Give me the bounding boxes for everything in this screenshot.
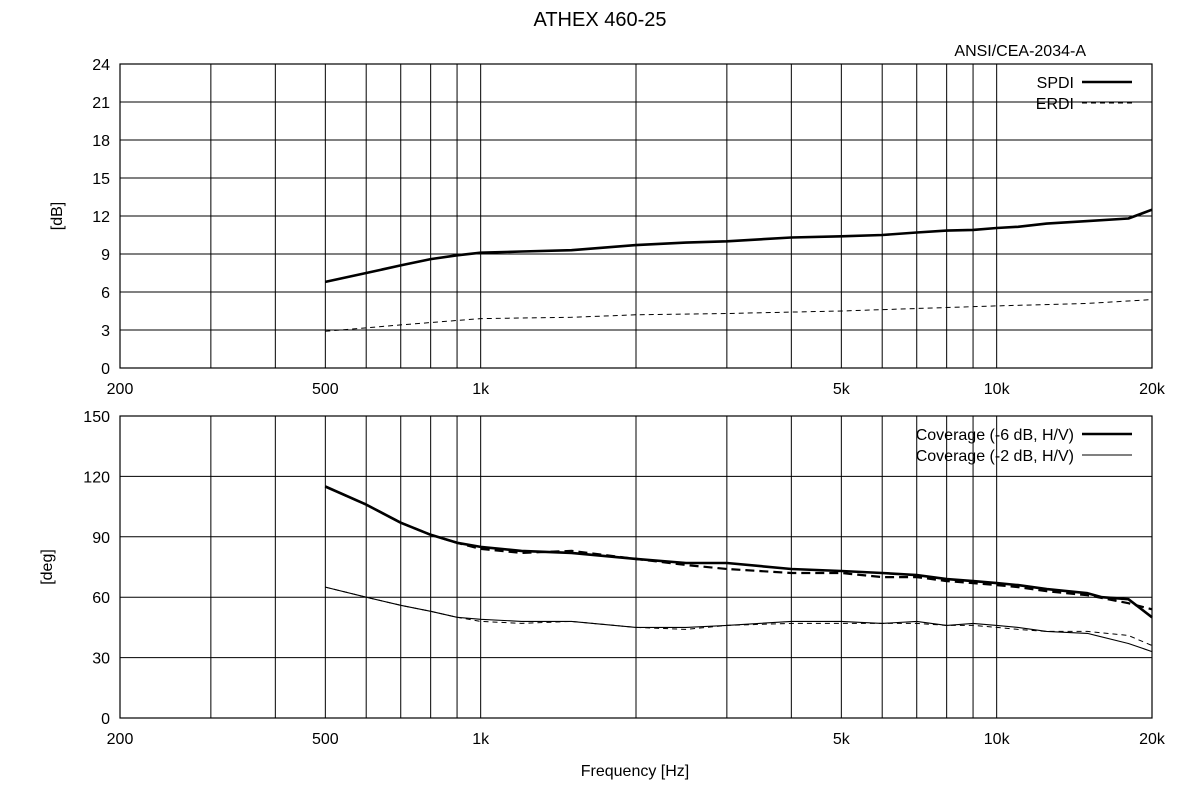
- legend: Coverage (-6 dB, H/V) Coverage (-2 dB, H/…: [916, 427, 1132, 465]
- y-tick-label: 18: [92, 133, 110, 150]
- y-tick-label: 24: [92, 57, 110, 74]
- legend-label: Coverage (-2 dB, H/V): [916, 448, 1074, 465]
- y-tick-label: 90: [92, 530, 110, 547]
- legend-label: ERDI: [1036, 96, 1074, 113]
- y-tick-label: 9: [101, 247, 110, 264]
- legend-label: SPDI: [1037, 75, 1074, 92]
- x-tick-label: 20k: [1139, 381, 1166, 398]
- legend: SPDI ERDI: [1036, 75, 1132, 113]
- di-chart-panel: 0 3 6 9 12 15 18 21 24 200 500 1k 5k 10k 20k [dB] ANSI/C…: [49, 43, 1166, 398]
- y-axis-label: [dB]: [49, 202, 66, 230]
- x-tick-label: 500: [312, 731, 339, 748]
- legend-label: Coverage (-6 dB, H/V): [916, 427, 1074, 444]
- y-tick-label: 15: [92, 171, 110, 188]
- y-tick-label: 0: [101, 361, 110, 378]
- y-tick-label: 0: [101, 711, 110, 728]
- plot-frame: [119, 63, 1153, 369]
- grid: [120, 63, 1152, 369]
- series-line-coverage-6-db-v: [324, 485, 1153, 611]
- y-tick-label: 6: [101, 285, 110, 302]
- standard-annotation: ANSI/CEA-2034-A: [954, 43, 1086, 60]
- x-tick-label: 1k: [472, 381, 490, 398]
- x-tick-label: 5k: [833, 381, 851, 398]
- series-line-erdi: [325, 299, 1153, 332]
- series-line-spdi: [325, 208, 1153, 284]
- y-tick-label: 30: [92, 651, 110, 668]
- y-tick-label: 150: [83, 409, 110, 426]
- x-tick-label: 10k: [984, 731, 1011, 748]
- x-tick-label: 200: [107, 381, 134, 398]
- y-axis-label: [deg]: [39, 549, 56, 585]
- y-tick-label: 3: [101, 323, 110, 340]
- series-line-coverage-2-db-v: [325, 586, 1153, 646]
- y-tick-label: 60: [92, 590, 110, 607]
- y-tick-label: 120: [83, 469, 110, 486]
- x-tick-label: 10k: [984, 381, 1011, 398]
- x-tick-label: 20k: [1139, 731, 1166, 748]
- coverage-chart-panel: 0 30 60 90 120 150 200 500 1k 5k 10k 20k [deg] Covera…: [39, 409, 1166, 748]
- x-tick-label: 1k: [472, 731, 490, 748]
- chart-title: ATHEX 460-25: [533, 9, 666, 31]
- plot-frame: [119, 415, 1153, 719]
- x-tick-label: 5k: [833, 731, 851, 748]
- y-tick-label: 21: [92, 95, 110, 112]
- series-line-coverage-6-db-h-v: [324, 485, 1153, 619]
- y-tick-label: 12: [92, 209, 110, 226]
- x-tick-label: 200: [107, 731, 134, 748]
- x-axis-label: Frequency [Hz]: [581, 763, 689, 780]
- x-tick-label: 500: [312, 381, 339, 398]
